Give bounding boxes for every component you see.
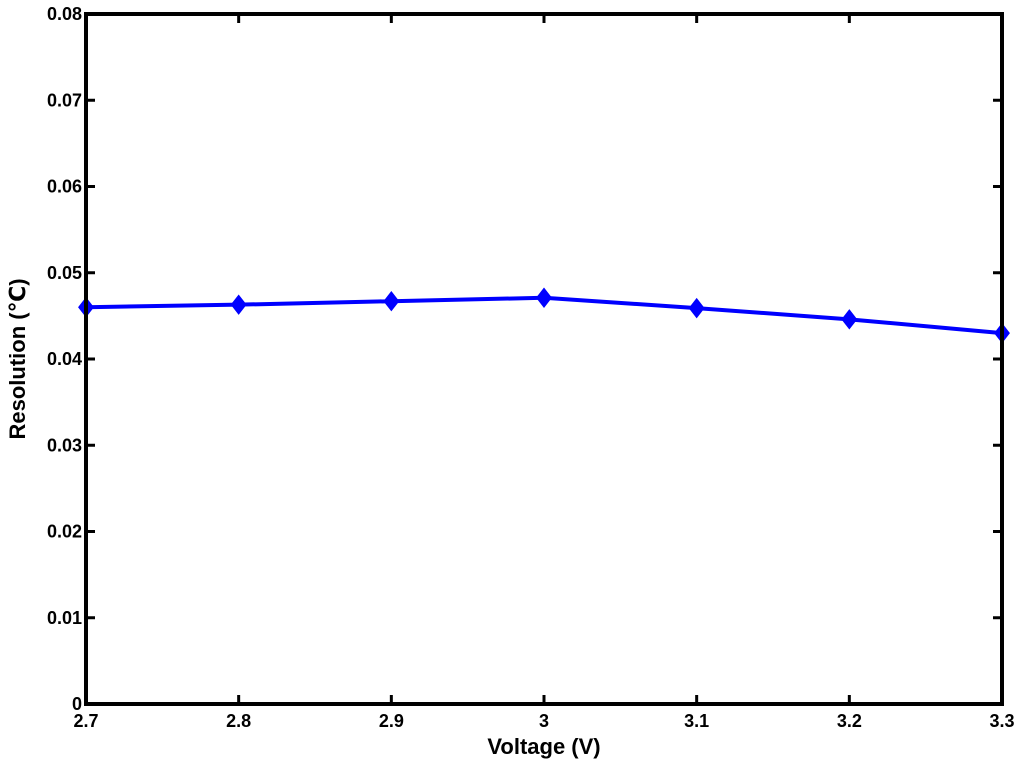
y-tick-label: 0.08: [47, 4, 82, 24]
data-point-marker: [383, 290, 400, 312]
plot-frame: [84, 12, 1004, 706]
y-tick-label: 0.05: [47, 263, 82, 283]
y-axis-ticks: 0 0.01 0.02 0.03 0.04 0.05 0.06 0.07 0.08: [47, 4, 1002, 714]
y-tick-label: 0.06: [47, 177, 82, 197]
y-tick-label: 0.07: [47, 90, 82, 110]
data-point-marker: [688, 297, 705, 319]
x-tick-label: 2.7: [73, 711, 98, 731]
x-tick-label: 3: [539, 711, 549, 731]
x-axis-title: Voltage (V): [487, 734, 600, 759]
y-tick-label: 0.02: [47, 522, 82, 542]
data-point-marker: [230, 294, 247, 315]
y-axis-title: Resolution (℃): [5, 278, 30, 439]
x-axis-ticks: 2.7 2.8 2.9 3 3.1 3.2 3.3: [73, 14, 1015, 731]
data-point-marker: [841, 309, 858, 330]
y-tick-label: 0.03: [47, 435, 82, 455]
y-tick-label: 0.01: [47, 608, 82, 628]
x-tick-label: 3.3: [989, 711, 1014, 731]
x-tick-label: 3.2: [837, 711, 862, 731]
x-tick-label: 3.1: [684, 711, 709, 731]
x-tick-label: 2.9: [379, 711, 404, 731]
x-tick-label: 2.8: [226, 711, 251, 731]
data-point-marker: [536, 287, 552, 308]
series-group: [78, 287, 1010, 344]
y-tick-label: 0.04: [47, 349, 82, 369]
y-tick-label: 0: [72, 694, 82, 714]
